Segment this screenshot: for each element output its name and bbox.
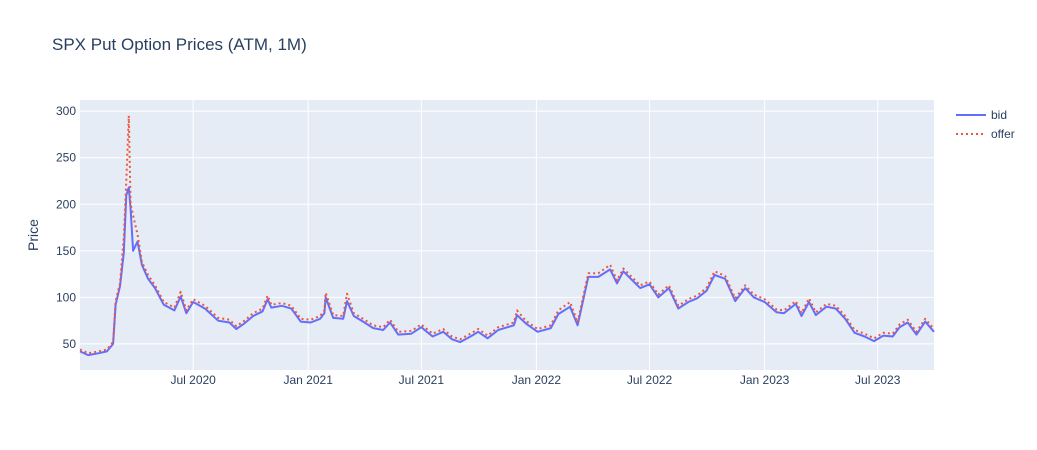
series-line-offer [79, 114, 935, 355]
chart-title: SPX Put Option Prices (ATM, 1M) [52, 35, 307, 54]
legend-item-offer[interactable]: offer [956, 127, 1015, 141]
x-tick-label: Jan 2021 [283, 373, 333, 387]
plot-area [80, 100, 934, 370]
x-tick-label: Jul 2023 [855, 373, 901, 387]
series-line-bid [79, 186, 935, 357]
y-tick-label: 50 [63, 337, 77, 351]
y-axis: 50 100 150 200 250 300 [56, 104, 76, 351]
y-tick-label: 300 [56, 104, 76, 118]
legend-item-bid[interactable]: bid [956, 108, 1007, 122]
x-tick-label: Jul 2022 [627, 373, 673, 387]
x-tick-label: Jan 2022 [512, 373, 562, 387]
y-tick-label: 200 [56, 197, 76, 211]
y-tick-label: 150 [56, 244, 76, 258]
y-axis-title: Price [25, 219, 41, 251]
series-lines [79, 114, 935, 357]
x-tick-label: Jul 2020 [170, 373, 216, 387]
x-axis: Jul 2020 Jan 2021 Jul 2021 Jan 2022 Jul 2022… [170, 373, 900, 387]
legend-label-bid: bid [991, 108, 1007, 122]
x-tick-label: Jul 2021 [399, 373, 445, 387]
y-tick-label: 100 [56, 290, 76, 304]
legend-label-offer: offer [991, 127, 1015, 141]
x-tick-label: Jan 2023 [740, 373, 790, 387]
grid [80, 100, 934, 370]
y-tick-label: 250 [56, 151, 76, 165]
legend[interactable]: bid offer [956, 108, 1015, 141]
